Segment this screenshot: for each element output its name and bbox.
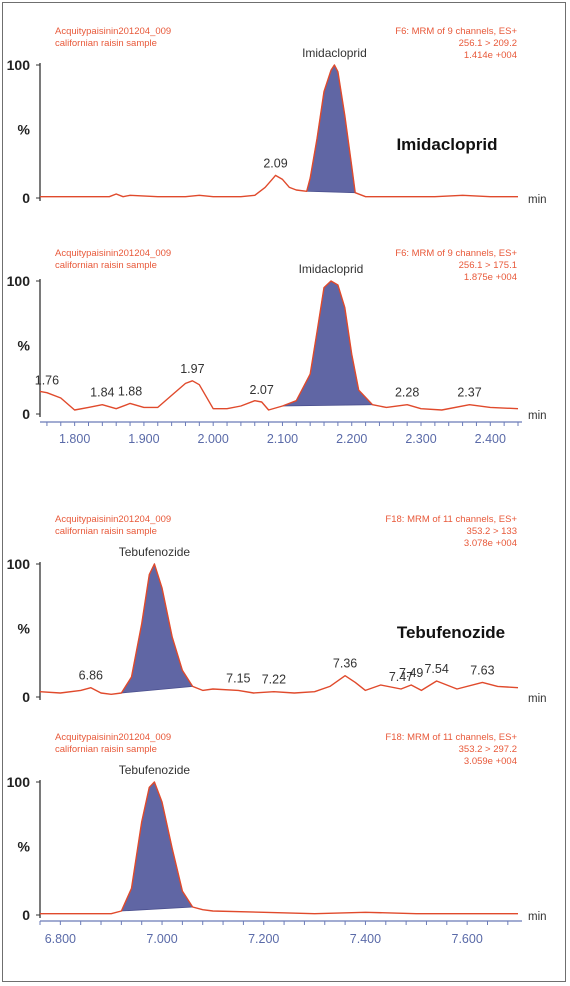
x-unit-label: min (528, 911, 547, 923)
header-right-line: 1.414e +004 (464, 50, 517, 61)
peak-label: 2.09 (263, 156, 287, 170)
header-right-line: F18: MRM of 11 channels, ES+ (385, 514, 517, 525)
peak-fill (306, 64, 356, 194)
x-tick-label: 7.200 (248, 932, 279, 946)
peak-label: 2.07 (250, 383, 274, 397)
header-right-line: 256.1 > 209.2 (459, 38, 517, 49)
compound-label: Imidacloprid (302, 46, 367, 60)
peak-label: 2.28 (395, 386, 419, 400)
header-right-line: F18: MRM of 11 channels, ES+ (385, 732, 517, 743)
header-right-line: 3.078e +004 (464, 538, 517, 549)
header-right-line: F6: MRM of 9 channels, ES+ (395, 26, 517, 37)
y-tick-label: % (18, 122, 31, 138)
compound-title: Imidacloprid (396, 135, 497, 154)
y-tick-label: 0 (22, 689, 30, 705)
x-tick-label: 2.300 (405, 432, 436, 446)
header-left-line: californian raisin sample (55, 260, 157, 271)
x-tick-label: 1.900 (128, 432, 159, 446)
header-left-line: californian raisin sample (55, 744, 157, 755)
compound-label: Tebufenozide (119, 763, 191, 777)
header-left-line: Acquitypaisinin201204_009 (55, 732, 171, 743)
header-left-line: Acquitypaisinin201204_009 (55, 248, 171, 259)
peak-label: 2.37 (457, 386, 481, 400)
y-tick-label: 100 (7, 57, 31, 73)
peak-label: 1.84 (90, 386, 114, 400)
peak-fill (120, 781, 194, 912)
y-tick-label: % (18, 338, 31, 354)
y-tick-label: % (18, 839, 31, 855)
peak-label: 1.76 (35, 374, 59, 388)
header-left-line: californian raisin sample (55, 38, 157, 49)
trace-line (40, 64, 518, 198)
x-tick-label: 6.800 (45, 932, 76, 946)
compound-label: Tebufenozide (119, 545, 191, 559)
header-right-line: 353.2 > 297.2 (459, 744, 517, 755)
peak-label: 7.22 (262, 673, 286, 687)
x-unit-label: min (528, 410, 547, 422)
trace-line (39, 563, 519, 695)
peak-label: 1.88 (118, 384, 142, 398)
peak-label: 7.54 (424, 662, 448, 676)
peak-label: 7.47 (389, 670, 413, 684)
x-unit-label: min (528, 693, 547, 705)
trace-line (40, 781, 518, 915)
header-left-line: californian raisin sample (55, 526, 157, 537)
header-right-line: 353.2 > 133 (467, 526, 517, 537)
header-right-line: 3.059e +004 (464, 756, 517, 767)
header-left-line: Acquitypaisinin201204_009 (55, 514, 171, 525)
x-tick-label: 2.200 (336, 432, 367, 446)
x-tick-label: 1.800 (59, 432, 90, 446)
header-left-line: Acquitypaisinin201204_009 (55, 26, 171, 37)
x-tick-label: 7.400 (350, 932, 381, 946)
header-right-line: F6: MRM of 9 channels, ES+ (395, 248, 517, 259)
peak-label: 7.15 (226, 671, 250, 685)
trace-line (39, 280, 519, 411)
compound-title: Tebufenozide (397, 623, 505, 642)
header-right-line: 1.875e +004 (464, 272, 517, 283)
y-tick-label: 100 (7, 774, 31, 790)
y-tick-label: 100 (7, 273, 31, 289)
y-tick-label: 0 (22, 190, 30, 206)
peak-fill (282, 280, 374, 407)
x-tick-label: 7.600 (452, 932, 483, 946)
y-tick-label: 0 (22, 907, 30, 923)
x-tick-label: 2.000 (198, 432, 229, 446)
x-tick-label: 2.100 (267, 432, 298, 446)
x-tick-label: 2.400 (475, 432, 506, 446)
peak-label: 7.49 (399, 666, 423, 680)
peak-label: 6.86 (79, 669, 103, 683)
y-tick-label: 100 (7, 556, 31, 572)
peak-label: 1.97 (180, 362, 204, 376)
peak-label: 7.63 (470, 663, 494, 677)
x-unit-label: min (528, 194, 547, 206)
y-tick-label: % (18, 621, 31, 637)
peak-label: 7.36 (333, 657, 357, 671)
x-tick-label: 7.000 (146, 932, 177, 946)
y-tick-label: 0 (22, 406, 30, 422)
compound-label: Imidacloprid (299, 262, 364, 276)
header-right-line: 256.1 > 175.1 (459, 260, 517, 271)
